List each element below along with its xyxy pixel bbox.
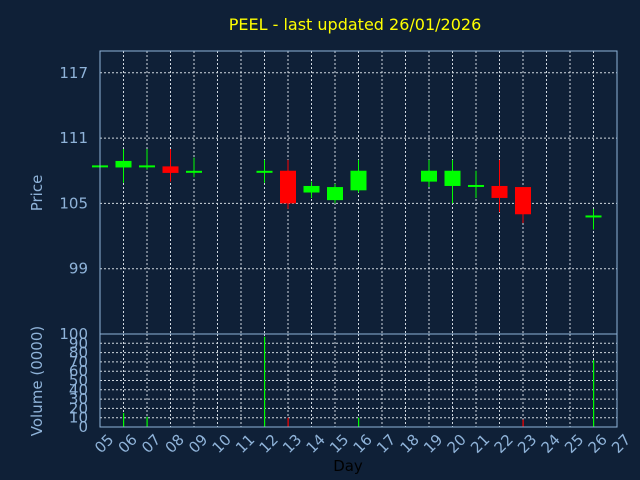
x-tick-label: 13 bbox=[279, 431, 305, 457]
price-tick-label: 117 bbox=[59, 64, 88, 82]
price-tick-label: 111 bbox=[59, 129, 88, 147]
x-tick-label: 19 bbox=[420, 431, 446, 457]
price-tick-labels: 99 105 111 117 bbox=[59, 64, 88, 278]
candle-body bbox=[421, 170, 437, 182]
volume-tick-label: 70 bbox=[69, 353, 88, 371]
x-tick-label: 21 bbox=[467, 431, 493, 457]
candle-body bbox=[350, 170, 367, 191]
volume-tick-label: 20 bbox=[69, 399, 88, 417]
x-tick-label: 22 bbox=[491, 431, 517, 457]
volume-bars bbox=[123, 336, 595, 427]
x-tick-label: 18 bbox=[397, 431, 423, 457]
price-tick-label: 99 bbox=[69, 260, 88, 278]
volume-bar bbox=[358, 417, 360, 427]
volume-bar bbox=[123, 413, 125, 427]
volume-tick-label: 10 bbox=[69, 409, 88, 427]
volume-tick-label: 0 bbox=[78, 418, 88, 436]
x-tick-label: 05 bbox=[91, 431, 117, 457]
volume-bar bbox=[146, 416, 148, 427]
candles bbox=[92, 148, 602, 230]
x-tick-label: 27 bbox=[608, 431, 634, 457]
x-tick-label: 23 bbox=[514, 431, 540, 457]
x-tick-label: 07 bbox=[138, 431, 164, 457]
x-tick-label: 16 bbox=[350, 431, 376, 457]
candle-body bbox=[303, 185, 320, 193]
candle-body bbox=[444, 170, 461, 186]
x-tick-label: 17 bbox=[373, 431, 399, 457]
x-tick-label: 10 bbox=[209, 431, 235, 457]
candle-body bbox=[491, 185, 508, 198]
x-axis-label: Day bbox=[333, 457, 363, 475]
volume-bar bbox=[264, 336, 266, 427]
candle-body bbox=[115, 160, 132, 168]
x-tick-label: 24 bbox=[538, 431, 564, 457]
volume-tick-label: 100 bbox=[59, 325, 88, 343]
x-tick-label: 06 bbox=[115, 431, 141, 457]
volume-plot-frame bbox=[99, 333, 618, 428]
x-tick-label: 26 bbox=[585, 431, 611, 457]
volume-axis-label: Volume (0000) bbox=[28, 326, 46, 436]
volume-tick-label: 40 bbox=[69, 381, 88, 399]
price-axis-label: Price bbox=[28, 175, 46, 212]
candle-body bbox=[280, 170, 296, 204]
x-tick-label: 20 bbox=[444, 431, 470, 457]
volume-tick-label: 60 bbox=[69, 362, 88, 380]
price-tick-label: 105 bbox=[59, 194, 88, 212]
volume-bar bbox=[593, 360, 595, 427]
volume-grid bbox=[100, 334, 617, 427]
x-tick-label: 09 bbox=[185, 431, 211, 457]
volume-tick-label: 80 bbox=[69, 344, 88, 362]
volume-bar bbox=[287, 417, 289, 427]
x-tick-labels: 0506070809101112131415161718192021222324… bbox=[91, 431, 634, 457]
x-tick-label: 11 bbox=[232, 431, 258, 457]
chart-title: PEEL - last updated 26/01/2026 bbox=[229, 15, 482, 34]
candle-body bbox=[327, 187, 343, 201]
volume-bar bbox=[522, 419, 524, 427]
candle-body bbox=[515, 187, 531, 215]
x-tick-label: 12 bbox=[256, 431, 282, 457]
x-tick-label: 15 bbox=[326, 431, 352, 457]
x-tick-label: 25 bbox=[561, 431, 587, 457]
x-tick-label: 08 bbox=[162, 431, 188, 457]
x-tick-label: 14 bbox=[303, 431, 329, 457]
volume-tick-label: 30 bbox=[69, 390, 88, 408]
candle-body bbox=[162, 166, 179, 173]
volume-tick-label: 50 bbox=[69, 372, 88, 390]
volume-tick-label: 90 bbox=[69, 334, 88, 352]
